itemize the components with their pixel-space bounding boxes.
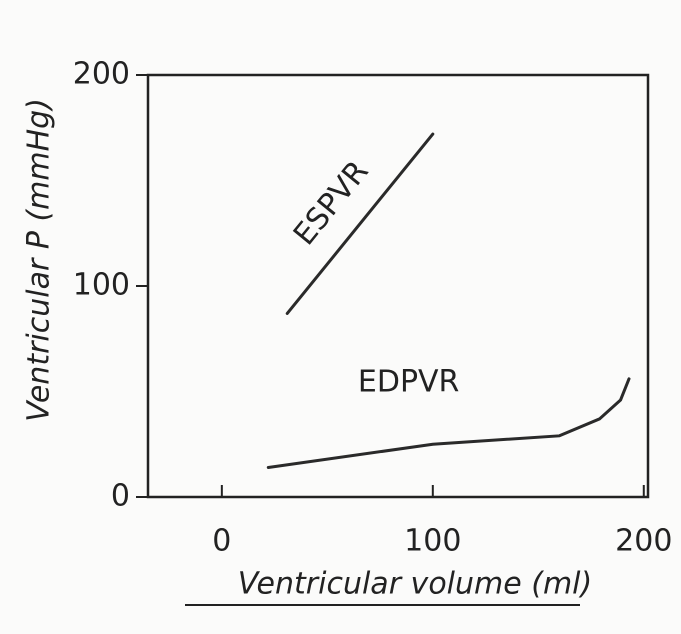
x-axis-label: Ventricular volume (ml) [238,567,592,602]
y-tick-label: 0 [111,479,130,514]
x-tick-label: 0 [212,524,231,559]
y-tick-label: 100 [73,268,130,303]
y-tick-label: 200 [73,57,130,92]
chart: Ventricular volume (ml) Ventricular P (m… [0,0,681,634]
series-label: ESPVR [287,154,376,252]
y-axis-label: Ventricular P (mmHg) [22,98,57,422]
plot-frame [148,75,648,497]
x-tick-label: 100 [404,524,461,559]
series-label: EDPVR [358,365,460,400]
x-tick-label: 200 [615,524,672,559]
